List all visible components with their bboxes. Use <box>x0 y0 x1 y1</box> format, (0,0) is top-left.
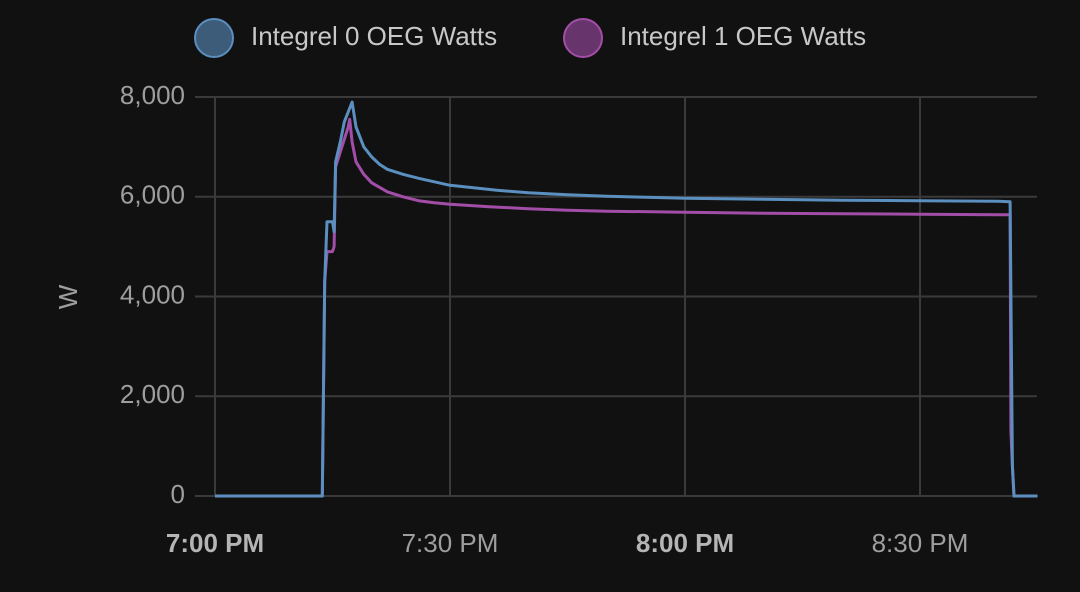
y-tick-label: 2,000 <box>120 379 185 409</box>
x-axis: 7:00 PM 7:30 PM 8:00 PM 8:30 PM <box>166 528 969 558</box>
y-tick-label: 6,000 <box>120 180 185 210</box>
y-axis-label: W <box>53 284 83 309</box>
y-tick-label: 8,000 <box>120 80 185 110</box>
legend-swatch <box>194 18 234 58</box>
legend-item-0[interactable]: Integrel 0 OEG Watts <box>194 18 497 58</box>
legend-item-1[interactable]: Integrel 1 OEG Watts <box>563 18 866 58</box>
series-line-0 <box>215 100 1038 498</box>
x-tick-label: 8:00 PM <box>636 528 734 558</box>
x-tick-label: 7:00 PM <box>166 528 264 558</box>
x-tick-label: 7:30 PM <box>402 528 499 558</box>
legend: Integrel 0 OEG Watts Integrel 1 OEG Watts <box>194 18 866 58</box>
plot-area <box>215 100 1038 498</box>
grid <box>195 96 1037 497</box>
legend-label: Integrel 1 OEG Watts <box>620 21 866 51</box>
x-tick-label: 8:30 PM <box>872 528 969 558</box>
y-axis: 0 2,000 4,000 6,000 8,000 <box>120 80 185 509</box>
series-line-1 <box>215 117 1038 498</box>
legend-swatch <box>563 18 603 58</box>
y-tick-label: 4,000 <box>120 279 185 309</box>
y-tick-label: 0 <box>171 479 185 509</box>
legend-label: Integrel 0 OEG Watts <box>251 21 497 51</box>
